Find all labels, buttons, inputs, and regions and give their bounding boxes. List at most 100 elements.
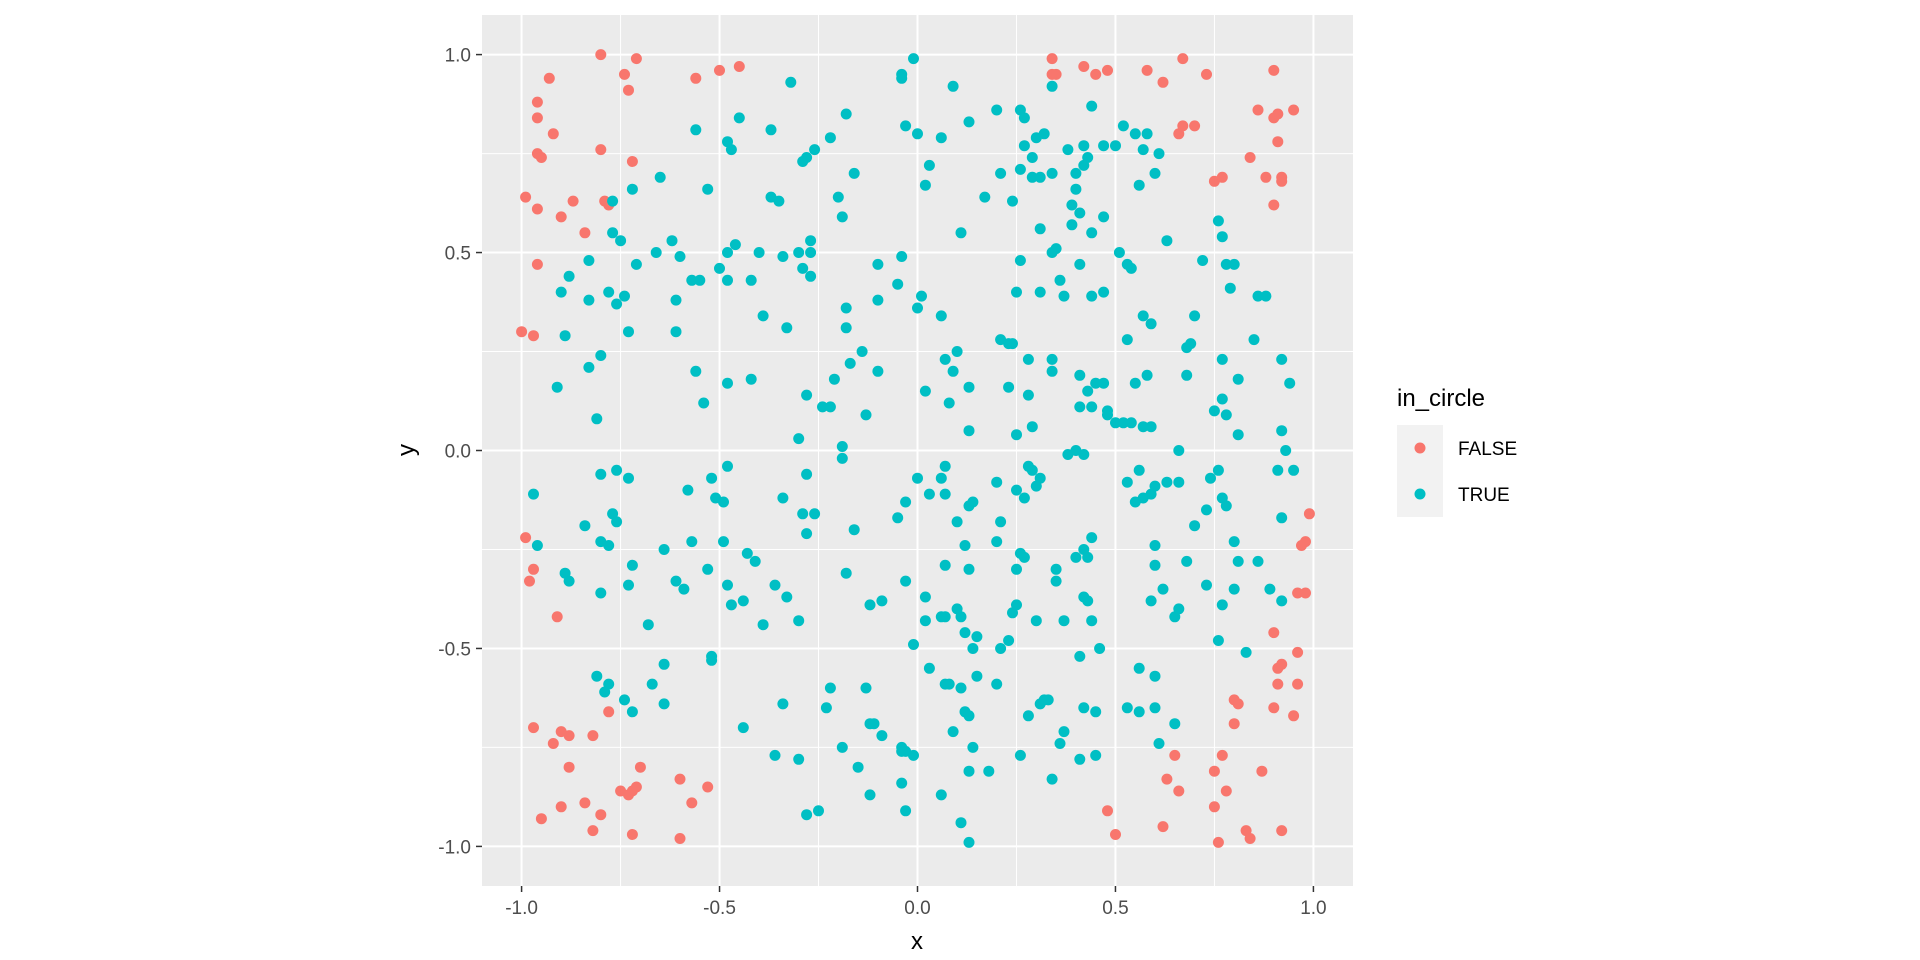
point-true [995,516,1007,528]
point-true [1169,718,1181,730]
point-true [1098,377,1110,389]
point-true [1137,144,1149,156]
legend-key-true [1414,488,1426,500]
point-true [860,409,872,421]
point-true [737,722,749,734]
point-true [1284,377,1296,389]
point-true [706,654,718,666]
point-false [1090,68,1102,80]
point-true [626,183,638,195]
legend-label-false: FALSE [1458,439,1517,460]
point-true [1074,753,1086,765]
point-false [1268,627,1280,639]
point-true [963,381,975,393]
point-true [1161,476,1173,488]
point-true [1153,738,1165,749]
point-true [1070,551,1082,563]
point-false [1228,718,1240,730]
point-true [1102,409,1113,421]
point-true [1161,235,1173,247]
point-false [626,156,638,167]
point-true [591,670,603,682]
point-false [1244,833,1256,844]
point-false [1201,68,1212,80]
point-true [595,587,607,599]
point-true [670,326,682,338]
point-true [939,488,951,500]
major-gridlines [482,15,1353,886]
point-true [809,144,821,156]
point-true [718,536,729,548]
point-false [630,781,642,793]
point-true [1034,472,1046,484]
point-true [943,678,955,690]
point-true [1082,551,1094,563]
point-true [1137,421,1149,433]
point-true [836,452,848,464]
point-false [595,49,607,61]
point-true [1098,211,1110,223]
point-true [1062,144,1074,156]
point-true [1050,563,1062,575]
point-true [876,595,888,607]
point-false [623,789,634,801]
point-true [1133,464,1145,476]
point-true [967,643,979,654]
point-true [801,809,813,821]
point-true [1026,171,1038,183]
point-true [1078,449,1090,460]
point-true [1098,140,1110,152]
point-true [959,540,971,551]
point-true [824,682,836,694]
point-true [718,496,729,508]
point-true [1149,540,1161,551]
y-tick-label: -1.0 [438,837,471,858]
point-true [896,777,908,789]
point-true [991,678,1003,690]
data-points [516,49,1315,848]
point-true [805,270,817,282]
point-true [947,365,959,377]
point-true [599,686,611,698]
point-false [1102,805,1113,817]
point-false [714,64,725,76]
point-true [1145,318,1157,330]
point-true [611,516,623,528]
point-true [1090,749,1102,761]
point-true [1058,290,1070,302]
point-true [1240,646,1252,658]
point-true [1276,512,1288,524]
point-true [1125,417,1137,429]
point-true [840,108,852,120]
point-true [793,433,805,445]
point-true [1014,255,1026,266]
y-tick-label: 1.0 [445,46,471,67]
point-true [722,274,733,286]
point-false [1046,68,1058,80]
point-true [1014,749,1026,761]
point-true [908,53,919,65]
point-true [983,765,995,777]
point-true [971,631,983,643]
point-true [722,579,733,591]
point-false [563,761,575,773]
y-tick-label: 0.5 [445,244,471,265]
point-false [579,227,591,239]
y-tick-label: -0.5 [438,639,471,660]
point-false [1169,749,1181,761]
point-true [939,353,951,365]
point-true [654,171,666,183]
point-false [587,825,599,837]
point-false [733,61,745,72]
point-true [963,710,975,722]
point-true [603,286,615,298]
point-true [682,484,694,496]
point-true [1011,429,1022,441]
point-true [1181,369,1193,381]
point-true [1078,702,1090,714]
point-true [670,294,682,306]
point-false [1157,76,1169,88]
point-false [1110,829,1121,840]
point-true [892,278,904,290]
x-tick-label: -1.0 [505,898,538,919]
